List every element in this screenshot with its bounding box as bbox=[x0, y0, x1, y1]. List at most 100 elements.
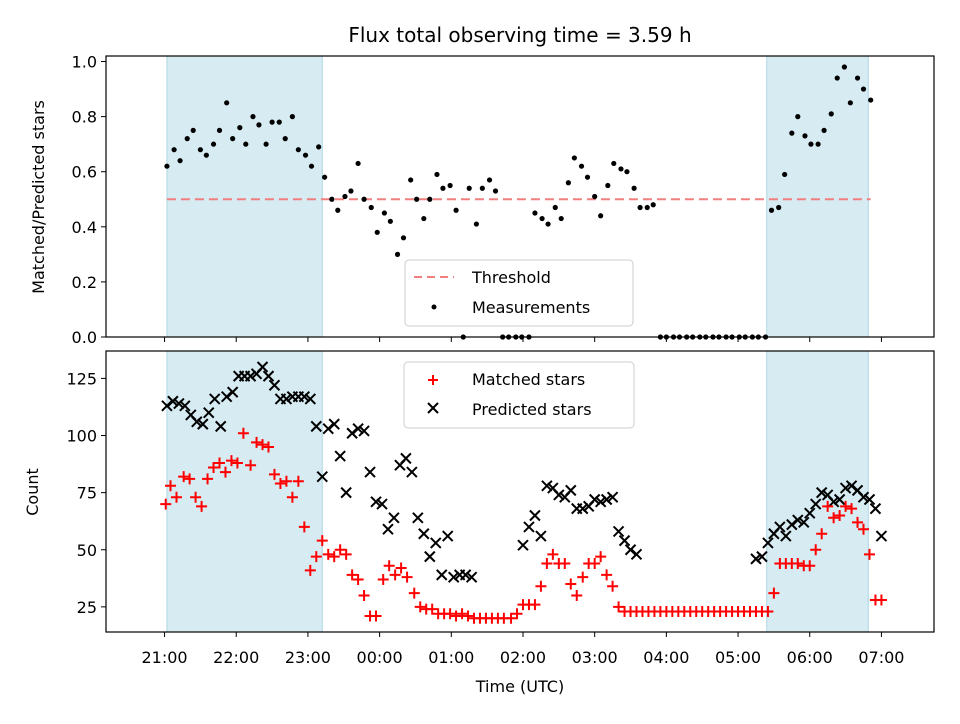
measurement-point bbox=[322, 174, 328, 180]
measurement-point bbox=[611, 160, 617, 167]
matched-star-marker bbox=[160, 498, 172, 510]
measurement-point bbox=[394, 251, 401, 257]
predicted-star-marker bbox=[340, 486, 352, 499]
shaded-region bbox=[166, 350, 323, 633]
predicted-star-marker bbox=[517, 539, 529, 551]
measurement-point bbox=[558, 215, 564, 222]
predicted-star-marker bbox=[565, 484, 577, 497]
matched-star-marker bbox=[292, 475, 304, 487]
bottom-x-ticks: 21:00 22:00 23:00 00:00 01:00 02:00 03:00 04:00… bbox=[141, 632, 904, 667]
measurement-point bbox=[854, 75, 861, 81]
predicted-star-marker bbox=[400, 452, 412, 465]
matched-star-marker bbox=[511, 608, 523, 620]
measurement-point bbox=[841, 64, 847, 70]
x-tick-label: 05:00 bbox=[715, 648, 761, 667]
predicted-star-marker bbox=[612, 525, 625, 538]
predicted-star-marker bbox=[535, 530, 547, 542]
measurement-point bbox=[795, 114, 801, 120]
measurement-point bbox=[565, 180, 571, 186]
measurement-point bbox=[644, 204, 650, 211]
matched-star-marker bbox=[245, 459, 257, 471]
measurement-point bbox=[650, 202, 656, 208]
x-tick-label: 23:00 bbox=[285, 648, 331, 667]
top-y-tick-label: 0.4 bbox=[72, 218, 97, 237]
matched-star-marker bbox=[810, 544, 822, 556]
legend-measurements-label: Measurements bbox=[472, 298, 590, 317]
measurement-point bbox=[532, 210, 538, 216]
matched-star-marker bbox=[190, 491, 202, 503]
measurement-point bbox=[584, 174, 591, 180]
matched-star-marker bbox=[529, 599, 541, 611]
measurement-point bbox=[539, 215, 545, 222]
measurement-point bbox=[374, 229, 380, 235]
measurement-point bbox=[860, 86, 867, 92]
measurement-point bbox=[237, 125, 243, 131]
matched-star-marker bbox=[358, 589, 370, 601]
shaded-region bbox=[766, 55, 869, 338]
measurement-point bbox=[605, 182, 611, 189]
measurement-point bbox=[802, 133, 808, 139]
predicted-star-marker bbox=[197, 418, 209, 430]
matched-star-marker bbox=[450, 610, 462, 622]
predicted-star-marker bbox=[214, 420, 227, 433]
matched-star-marker bbox=[262, 441, 274, 453]
predicted-star-marker bbox=[750, 553, 762, 565]
measurement-point bbox=[282, 136, 288, 142]
measurement-points bbox=[164, 64, 874, 340]
measurement-point bbox=[447, 182, 453, 189]
predicted-star-marker bbox=[798, 516, 810, 529]
matched-star-marker bbox=[846, 503, 858, 515]
predicted-star-marker bbox=[459, 569, 472, 581]
predicted-star-marker bbox=[465, 571, 478, 583]
x-tick-label: 03:00 bbox=[572, 648, 618, 667]
measurement-point bbox=[828, 111, 834, 117]
predicted-star-marker bbox=[179, 400, 191, 412]
predicted-star-marker bbox=[588, 493, 601, 506]
measurement-point bbox=[434, 171, 440, 178]
matched-star-marker bbox=[257, 439, 269, 451]
matched-star-marker bbox=[565, 578, 577, 590]
measurement-point bbox=[545, 221, 551, 227]
measurement-point bbox=[203, 152, 209, 158]
matched-star-marker bbox=[370, 610, 382, 622]
predicted-star-marker bbox=[388, 512, 400, 524]
measurement-point bbox=[243, 141, 249, 147]
measurement-point bbox=[164, 163, 170, 169]
x-tick-label: 07:00 bbox=[858, 648, 904, 667]
matched-star-marker bbox=[804, 560, 816, 572]
bottom-legend: Matched stars Predicted stars bbox=[403, 361, 635, 429]
matched-star-marker bbox=[377, 573, 389, 585]
measurement-point bbox=[289, 114, 295, 120]
legend-predicted-swatch bbox=[427, 402, 439, 414]
panel-counts: 21:00 22:00 23:00 00:00 01:00 02:00 03:00 04:00… bbox=[23, 350, 935, 696]
predicted-star-marker bbox=[304, 393, 317, 405]
matched-star-marker bbox=[322, 548, 334, 560]
matched-star-marker bbox=[334, 544, 346, 556]
predicted-star-marker bbox=[436, 569, 448, 581]
measurement-point bbox=[592, 193, 598, 200]
predicted-star-marker bbox=[370, 496, 382, 508]
predicted-star-marker bbox=[298, 390, 311, 403]
matched-star-marker bbox=[286, 491, 298, 503]
predicted-star-marker bbox=[412, 512, 424, 524]
measurement-point bbox=[486, 177, 493, 183]
measurement-point bbox=[184, 136, 190, 142]
matched-star-marker bbox=[328, 551, 340, 563]
measurement-point bbox=[250, 114, 256, 120]
top-plot-frame bbox=[105, 55, 935, 338]
matched-star-marker bbox=[547, 548, 559, 560]
predicted-star-marker bbox=[316, 470, 328, 483]
predicted-star-marker bbox=[334, 450, 346, 462]
measurement-point bbox=[348, 188, 354, 194]
predicted-star-marker bbox=[553, 489, 565, 501]
predicted-star-marker bbox=[762, 537, 774, 549]
measurement-point bbox=[308, 163, 315, 169]
matched-star-marker bbox=[395, 562, 407, 574]
legend-threshold-label: Threshold bbox=[471, 268, 551, 287]
predicted-star-marker bbox=[815, 486, 828, 499]
predicted-star-marker bbox=[173, 397, 185, 410]
matched-star-marker bbox=[346, 569, 358, 581]
measurement-point bbox=[631, 185, 637, 191]
matched-star-marker bbox=[595, 551, 607, 563]
